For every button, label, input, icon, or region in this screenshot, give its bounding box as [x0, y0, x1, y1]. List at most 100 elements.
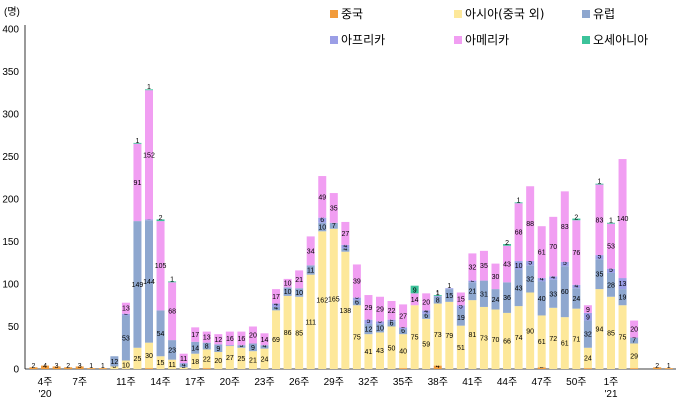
bar-segment [145, 220, 153, 343]
legend-label: 아메리카 [465, 33, 509, 47]
bar-segment [214, 352, 223, 369]
data-label: 27 [399, 313, 407, 320]
data-label: 5 [528, 259, 532, 266]
data-label: 35 [330, 205, 338, 212]
bar-segment [445, 301, 454, 369]
bar-segment [537, 226, 546, 279]
data-label: 35 [596, 272, 604, 279]
bar-segment [295, 296, 304, 369]
data-label: 5 [563, 260, 567, 267]
x-tick-label: 17주 [185, 377, 205, 388]
data-label: 3 [78, 363, 82, 370]
bar-segment [202, 342, 211, 350]
bar-segment [29, 367, 38, 369]
bar-segment [329, 193, 338, 223]
data-label: 74 [515, 335, 523, 342]
data-label: 9 [586, 315, 590, 322]
bar-segment [572, 218, 581, 221]
data-label: 21 [249, 358, 257, 365]
data-label: 2 [32, 363, 36, 370]
bar-segment [387, 321, 396, 327]
data-label: 15 [457, 296, 465, 303]
bar-segment [41, 365, 50, 369]
bar-segment [260, 333, 269, 346]
y-tick-label: 0 [13, 365, 19, 376]
bar-segment [248, 351, 257, 369]
bar-segment [318, 217, 327, 223]
x-tick-label: '20 [39, 389, 52, 400]
bar-segment [433, 365, 442, 369]
data-label: 49 [318, 194, 326, 201]
bar-segment [283, 278, 292, 288]
legend-label: 아시아(중국 외) [465, 7, 544, 21]
bar-segment [352, 297, 361, 301]
data-label: 19 [619, 295, 627, 302]
data-label: 94 [596, 327, 604, 334]
bar-segment [110, 366, 119, 369]
bar-segment [399, 334, 408, 369]
bar-segment [572, 284, 581, 289]
bar-segment [52, 366, 61, 369]
data-label: 5 [597, 253, 601, 260]
bar-segment [607, 296, 615, 369]
data-label: 6 [401, 328, 405, 335]
bar-segment [537, 278, 546, 282]
bar-segment [145, 89, 153, 91]
data-label: 9 [413, 287, 417, 294]
data-label: 3 [112, 363, 116, 370]
data-label: 27 [341, 231, 349, 238]
data-label: 70 [492, 337, 500, 344]
bar-segment [121, 315, 130, 361]
x-tick-label: 50주 [566, 377, 586, 388]
legend-swatch [330, 36, 338, 44]
x-tick-label: 1주 [604, 377, 619, 388]
data-label: 5 [459, 304, 463, 311]
data-label: 10 [284, 281, 292, 288]
data-label: 32 [584, 332, 592, 339]
bar-segment [191, 327, 200, 342]
bar-segment [191, 353, 200, 369]
bar-segment [272, 310, 281, 369]
data-label: 85 [607, 330, 615, 337]
bar-segment [237, 345, 246, 348]
bar-segment [410, 293, 419, 306]
bar-segment [479, 250, 488, 281]
bar-segment [422, 318, 431, 369]
bar-segment [549, 279, 558, 308]
data-label: 75 [619, 335, 627, 342]
bar-segment [456, 325, 465, 369]
bar-segment [133, 143, 142, 222]
data-label: 1 [436, 291, 440, 298]
data-label: 29 [365, 305, 373, 312]
y-tick-label: 250 [2, 152, 19, 163]
data-label: 13 [203, 335, 211, 342]
data-label: 12 [365, 327, 373, 334]
data-label: 10 [284, 289, 292, 296]
bar-segment [121, 313, 130, 316]
bar-segment [549, 276, 558, 280]
bar-segment [156, 221, 165, 311]
data-label: 162 [316, 298, 328, 305]
bar-segment [387, 326, 396, 369]
data-label: 20 [422, 299, 430, 306]
data-label: 10 [295, 290, 303, 297]
data-label: 91 [134, 180, 142, 187]
data-label: 83 [596, 217, 604, 224]
bar-segment [225, 331, 234, 346]
bar-segment [514, 306, 523, 369]
bar-segment [583, 305, 592, 313]
data-label: 4 [424, 308, 428, 315]
data-label: 1 [447, 283, 451, 290]
bar-segment [491, 289, 500, 310]
data-label: 27 [226, 355, 234, 362]
data-label: 17 [191, 332, 199, 339]
data-label: 4 [274, 304, 278, 311]
data-label: 73 [434, 332, 442, 339]
data-label: 59 [422, 341, 430, 348]
bar-segment [376, 296, 384, 322]
data-label: 2 [655, 363, 659, 370]
data-label: 13 [122, 306, 130, 313]
bar-segment [630, 343, 639, 369]
bar-segment [618, 159, 627, 279]
